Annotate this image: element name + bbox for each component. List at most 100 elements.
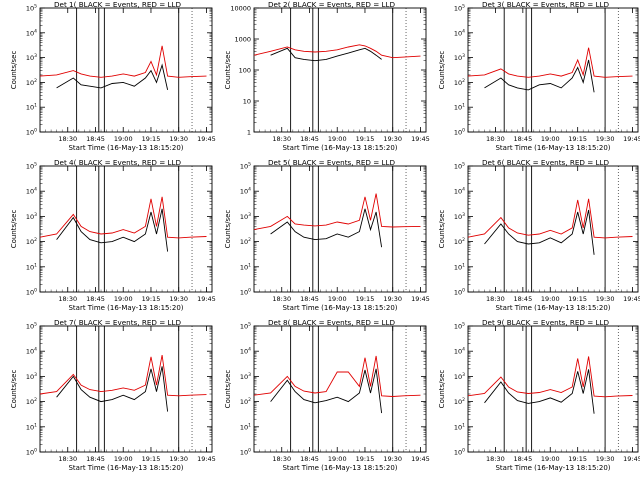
plot-frame xyxy=(253,325,427,453)
y-tick-label: 100 xyxy=(454,448,465,457)
y-tick-label: 104 xyxy=(454,28,465,37)
x-tick-label: 18:45 xyxy=(513,455,532,463)
series-events-line xyxy=(484,209,595,255)
x-tick-label: 19:00 xyxy=(114,135,133,143)
series-lld-line xyxy=(467,198,633,239)
series-lld-line xyxy=(467,356,633,398)
panel-title: Det 8( BLACK = Events, RED = LLD xyxy=(268,318,396,327)
x-tick-label: 18:30 xyxy=(58,295,77,303)
series-lld-line xyxy=(253,193,421,231)
y-axis-label: Counts/sec xyxy=(10,210,18,249)
x-tick-label: 19:15 xyxy=(568,135,587,143)
y-tick-label: 102 xyxy=(240,397,251,406)
y-tick-label: 103 xyxy=(240,372,251,381)
series-events-line xyxy=(56,366,169,412)
y-axis-label: Counts/sec xyxy=(224,51,232,90)
y-axis-label: Counts/sec xyxy=(10,51,18,90)
y-tick-label: 102 xyxy=(26,237,37,246)
x-tick-label: 18:45 xyxy=(300,135,319,143)
x-tick-label: 18:45 xyxy=(86,455,105,463)
y-tick-label: 101 xyxy=(26,103,37,112)
x-tick-label: 19:00 xyxy=(114,455,133,463)
panel-title: Det 2( BLACK = Events, RED = LLD xyxy=(268,0,396,9)
x-tick-label: 19:15 xyxy=(356,135,375,143)
panel-det-3: Det 3( BLACK = Events, RED = LLD 100 101 10… xyxy=(438,0,640,152)
x-tick-label: 18:45 xyxy=(300,455,319,463)
x-tick-label: 19:45 xyxy=(197,455,216,463)
x-tick-label: 19:00 xyxy=(114,295,133,303)
y-tick-label: 102 xyxy=(454,237,465,246)
x-tick-label: 19:45 xyxy=(623,135,640,143)
x-tick-label: 18:30 xyxy=(486,455,505,463)
x-tick-label: 19:30 xyxy=(169,135,188,143)
series-events-line xyxy=(270,368,383,414)
panel-title: Det 9( BLACK = Events, RED = LLD xyxy=(482,318,610,327)
y-tick-label: 101 xyxy=(454,103,465,112)
y-tick-label: 102 xyxy=(26,78,37,87)
panel-title: Det 6( BLACK = Events, RED = LLD xyxy=(482,158,610,167)
y-tick-label: 102 xyxy=(454,78,465,87)
y-tick-label: 100 xyxy=(26,128,37,137)
plot-frame xyxy=(39,165,213,293)
x-tick-label: 19:45 xyxy=(411,295,430,303)
y-tick-label: 103 xyxy=(454,53,465,62)
x-tick-label: 19:00 xyxy=(328,455,347,463)
x-axis-label: Start Time (16-May-13 18:15:20) xyxy=(68,144,183,152)
plot-frame xyxy=(253,7,427,133)
x-tick-label: 19:45 xyxy=(197,295,216,303)
y-tick-label: 102 xyxy=(454,397,465,406)
x-tick-label: 19:45 xyxy=(411,455,430,463)
x-tick-label: 19:00 xyxy=(541,455,560,463)
y-tick-label: 103 xyxy=(26,212,37,221)
y-tick-label: 105 xyxy=(454,162,465,171)
x-tick-label: 19:45 xyxy=(411,135,430,143)
x-tick-label: 19:15 xyxy=(142,135,161,143)
x-tick-label: 19:30 xyxy=(596,455,615,463)
y-axis-label: Counts/sec xyxy=(10,370,18,409)
x-tick-label: 18:45 xyxy=(513,295,532,303)
plot-frame xyxy=(467,165,639,293)
y-axis-label: Counts/sec xyxy=(438,210,446,249)
y-tick-label: 103 xyxy=(454,212,465,221)
plot-frame xyxy=(467,7,639,133)
x-tick-label: 19:15 xyxy=(568,455,587,463)
panel-title: Det 5( BLACK = Events, RED = LLD xyxy=(268,158,396,167)
panel-det-5: Det 5( BLACK = Events, RED = LLD 100 101 10… xyxy=(224,158,430,312)
panel-det-2: Det 2( BLACK = Events, RED = LLD 1 10 100 10… xyxy=(224,0,430,152)
plot-frame xyxy=(39,325,213,453)
x-tick-label: 19:15 xyxy=(568,295,587,303)
series-lld-line xyxy=(39,355,207,397)
x-tick-label: 19:00 xyxy=(541,135,560,143)
x-tick-label: 19:30 xyxy=(383,455,402,463)
x-tick-label: 19:15 xyxy=(142,295,161,303)
y-axis-label: Counts/sec xyxy=(224,370,232,409)
y-tick-label: 1000 xyxy=(234,36,251,44)
series-events-line xyxy=(484,59,595,93)
x-tick-label: 18:30 xyxy=(272,455,291,463)
panel-det-1: Det 1( BLACK = Events, RED = LLD 100 101 10… xyxy=(10,0,216,152)
y-tick-label: 104 xyxy=(454,347,465,356)
panel-title: Det 7( BLACK = Events, RED = LLD xyxy=(54,318,182,327)
y-tick-label: 100 xyxy=(454,128,465,137)
y-tick-label: 102 xyxy=(26,397,37,406)
x-axis-label: Start Time (16-May-13 18:15:20) xyxy=(282,464,397,472)
y-tick-label: 100 xyxy=(239,67,251,75)
x-tick-label: 19:15 xyxy=(356,295,375,303)
plot-frame xyxy=(39,7,213,133)
y-tick-label: 105 xyxy=(26,162,37,171)
x-axis-label: Start Time (16-May-13 18:15:20) xyxy=(495,144,610,152)
y-axis-label: Counts/sec xyxy=(438,370,446,409)
series-lld-line xyxy=(253,355,421,397)
panel-det-9: Det 9( BLACK = Events, RED = LLD 100 101 10… xyxy=(438,318,640,472)
y-tick-label: 102 xyxy=(240,237,251,246)
y-tick-label: 101 xyxy=(240,262,251,271)
x-tick-label: 19:30 xyxy=(383,135,402,143)
y-tick-label: 105 xyxy=(26,322,37,331)
x-tick-label: 19:30 xyxy=(169,295,188,303)
panel-title: Det 1( BLACK = Events, RED = LLD xyxy=(54,0,182,9)
x-tick-label: 19:30 xyxy=(383,295,402,303)
x-tick-label: 19:30 xyxy=(596,295,615,303)
y-tick-label: 103 xyxy=(26,372,37,381)
panel-det-7: Det 7( BLACK = Events, RED = LLD 100 101 10… xyxy=(10,318,216,472)
